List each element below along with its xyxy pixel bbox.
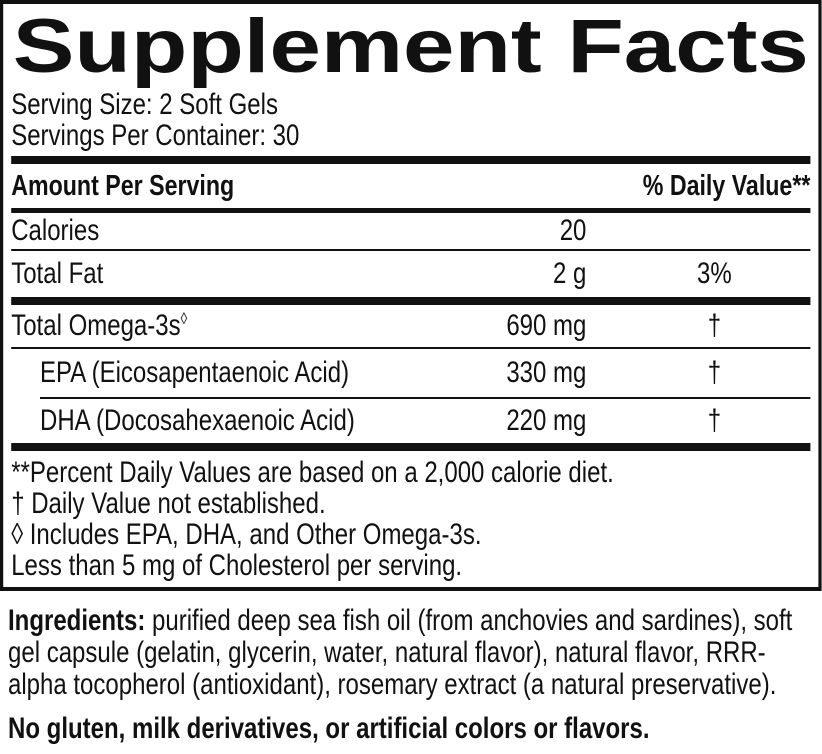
ingredients-label: Ingredients: [8,604,146,637]
table-row-calories: Calories 20 [11,213,810,249]
row-divider-indented [40,397,811,399]
allergen-statement: No gluten, milk derivatives, or artifici… [8,712,650,745]
nutrient-amount: 20 [559,214,587,247]
nutrient-amount: 220 mg [506,404,587,437]
supplement-facts-panel: Supplement Facts Serving Size: 2 Soft Ge… [0,0,822,591]
nutrient-name: Total Omega-3s◊ [11,309,188,342]
nutrient-amount: 2 g [553,257,587,290]
table-header: Amount Per Serving % Daily Value** [11,164,810,208]
table-row-total-omega3s: Total Omega-3s◊ 690 mg † [11,305,810,347]
nutrient-daily-value: † [707,356,722,389]
amount-per-serving-header: Amount Per Serving [11,169,235,202]
nutrient-name: Total Fat [11,257,104,290]
footnote-percent-dv: **Percent Daily Values are based on a 2,… [11,456,614,489]
nutrient-name: Calories [11,214,100,247]
table-row-epa: EPA (Eicosapentaenoic Acid) 330 mg † [11,349,810,397]
nutrient-name: DHA (Docosahexaenoic Acid) [40,404,355,437]
ingredients-text: purified deep sea fish oil (from anchovi… [8,604,793,701]
servings-per-container: Servings Per Container: 30 [11,119,300,152]
serving-size: Serving Size: 2 Soft Gels [11,88,278,121]
divider-thick-top [11,156,811,164]
nutrient-amount: 330 mg [506,356,587,389]
nutrient-name: EPA (Eicosapentaenoic Acid) [40,356,350,389]
ingredients-paragraph: Ingredients: purified deep sea fish oil … [0,605,822,701]
nutrient-daily-value: 3% [697,257,732,290]
divider-thick-bottom [11,443,811,451]
divider-thick-mid [11,297,811,305]
footnote-lozenge: ◊ Includes EPA, DHA, and Other Omega-3s. [11,518,482,551]
footnote-dagger: † Daily Value not established. [11,487,326,520]
panel-title-art: Supplement Facts [13,9,809,89]
nutrient-daily-value: † [707,404,722,437]
table-row-total-fat: Total Fat 2 g 3% [11,251,810,297]
daily-value-header: % Daily Value** [642,169,811,202]
table-row-dha: DHA (Docosahexaenoic Acid) 220 mg † [11,399,810,443]
divider-medium [11,208,811,213]
footnote-cholesterol: Less than 5 mg of Cholesterol per servin… [11,549,463,582]
footnotes: **Percent Daily Values are based on a 2,… [11,457,810,587]
panel-title: Supplement Facts [13,9,809,89]
row-divider [11,249,811,251]
lozenge-footnote-mark: ◊ [180,310,188,328]
row-divider [11,347,811,349]
nutrient-amount: 690 mg [506,309,587,342]
nutrient-daily-value: † [707,309,722,342]
